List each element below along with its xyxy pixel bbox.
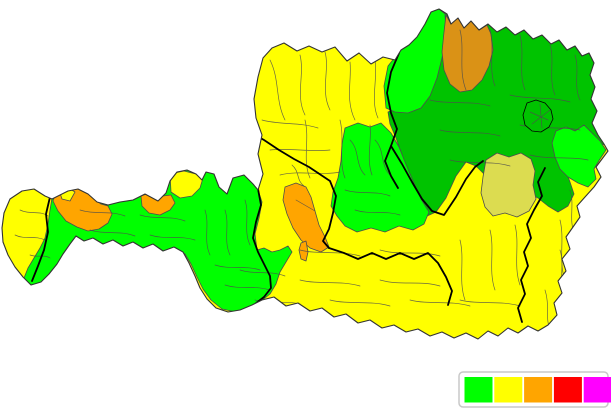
warning-legend [458, 371, 611, 408]
legend-swatch-yellow [494, 377, 523, 403]
border-styria-burgenland [517, 167, 546, 323]
border-vorarlberg-tyrol [31, 196, 51, 282]
border-tyrol-salzburg [252, 188, 272, 305]
border-salzburg-styria [317, 172, 337, 249]
border-styria-carinthia [328, 247, 453, 306]
region-seefeld-patch[interactable] [169, 170, 204, 199]
vienna-district-lines [529, 103, 551, 129]
region-neusiedl[interactable] [551, 124, 607, 188]
region-east-styria[interactable] [480, 152, 537, 218]
border-upperaustria-loweraustria [384, 52, 400, 189]
warning-regions [23, 9, 607, 313]
region-vienna[interactable] [522, 99, 554, 133]
region-vienna-group [522, 99, 554, 133]
legend-swatch-red [553, 377, 582, 403]
border-loweraustria-styria [390, 145, 484, 216]
legend-swatch-orange [524, 377, 553, 403]
state-borders [31, 52, 546, 323]
legend-swatch-green [464, 377, 493, 403]
legend-swatch-violet [583, 377, 611, 403]
region-tyrol-west[interactable] [23, 169, 293, 313]
